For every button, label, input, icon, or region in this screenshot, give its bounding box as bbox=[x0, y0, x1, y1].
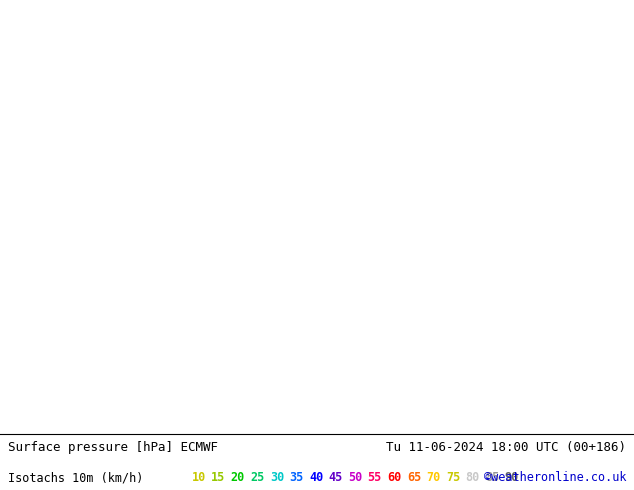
Text: 15: 15 bbox=[211, 471, 225, 484]
Text: Surface pressure [hPa] ECMWF: Surface pressure [hPa] ECMWF bbox=[8, 441, 217, 454]
Text: 85: 85 bbox=[485, 471, 500, 484]
Text: 65: 65 bbox=[407, 471, 421, 484]
Text: 90: 90 bbox=[505, 471, 519, 484]
Text: 40: 40 bbox=[309, 471, 323, 484]
Text: 45: 45 bbox=[328, 471, 343, 484]
Text: Isotachs 10m (km/h): Isotachs 10m (km/h) bbox=[8, 471, 143, 484]
Text: 55: 55 bbox=[368, 471, 382, 484]
Text: 80: 80 bbox=[465, 471, 480, 484]
Text: 60: 60 bbox=[387, 471, 401, 484]
Text: 35: 35 bbox=[289, 471, 304, 484]
Text: 20: 20 bbox=[231, 471, 245, 484]
Text: 25: 25 bbox=[250, 471, 264, 484]
Text: 70: 70 bbox=[427, 471, 441, 484]
Text: 50: 50 bbox=[348, 471, 363, 484]
Text: Tu 11-06-2024 18:00 UTC (00+186): Tu 11-06-2024 18:00 UTC (00+186) bbox=[386, 441, 626, 454]
Text: 30: 30 bbox=[270, 471, 284, 484]
Text: ©weatheronline.co.uk: ©weatheronline.co.uk bbox=[484, 471, 626, 484]
Text: 10: 10 bbox=[191, 471, 205, 484]
Text: 75: 75 bbox=[446, 471, 460, 484]
